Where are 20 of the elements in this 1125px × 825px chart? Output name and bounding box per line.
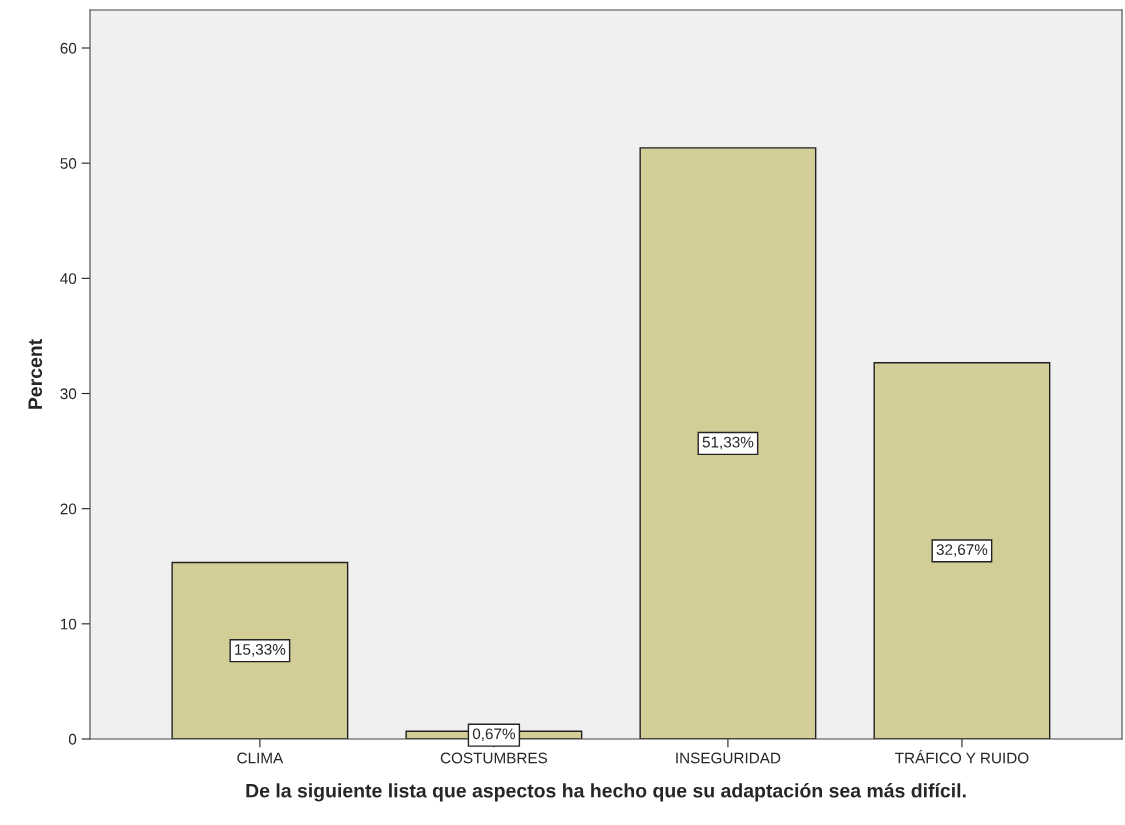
y-tick-label: 40 — [60, 273, 77, 285]
y-tick-label: 60 — [60, 42, 77, 54]
data-label: 15,33% — [235, 644, 286, 657]
y-tick-label: 30 — [60, 388, 77, 400]
y-tick-label: 0 — [68, 733, 77, 745]
x-tick-label: INSEGURIDAD — [676, 752, 781, 764]
x-tick-label: CLIMA — [237, 752, 284, 764]
bar — [873, 362, 1051, 739]
data-label: 51,33% — [702, 436, 754, 450]
data-label: 32,67% — [936, 544, 988, 557]
y-tick-label: 50 — [60, 158, 77, 169]
x-axis-title: De la siguiente lista que aspectos ha hecho que su adaptación sea más difícil. — [246, 783, 966, 802]
bar — [639, 147, 817, 739]
y-axis-title: Percent — [28, 339, 43, 409]
bar — [171, 561, 349, 739]
y-tick-label: 10 — [60, 618, 77, 630]
y-tick-label: 20 — [60, 503, 77, 515]
data-label: 0,67% — [472, 728, 516, 742]
x-tick-label: TRÁFICO Y RUIDO — [895, 750, 1029, 764]
x-tick-label: COSTUMBRES — [440, 752, 548, 764]
